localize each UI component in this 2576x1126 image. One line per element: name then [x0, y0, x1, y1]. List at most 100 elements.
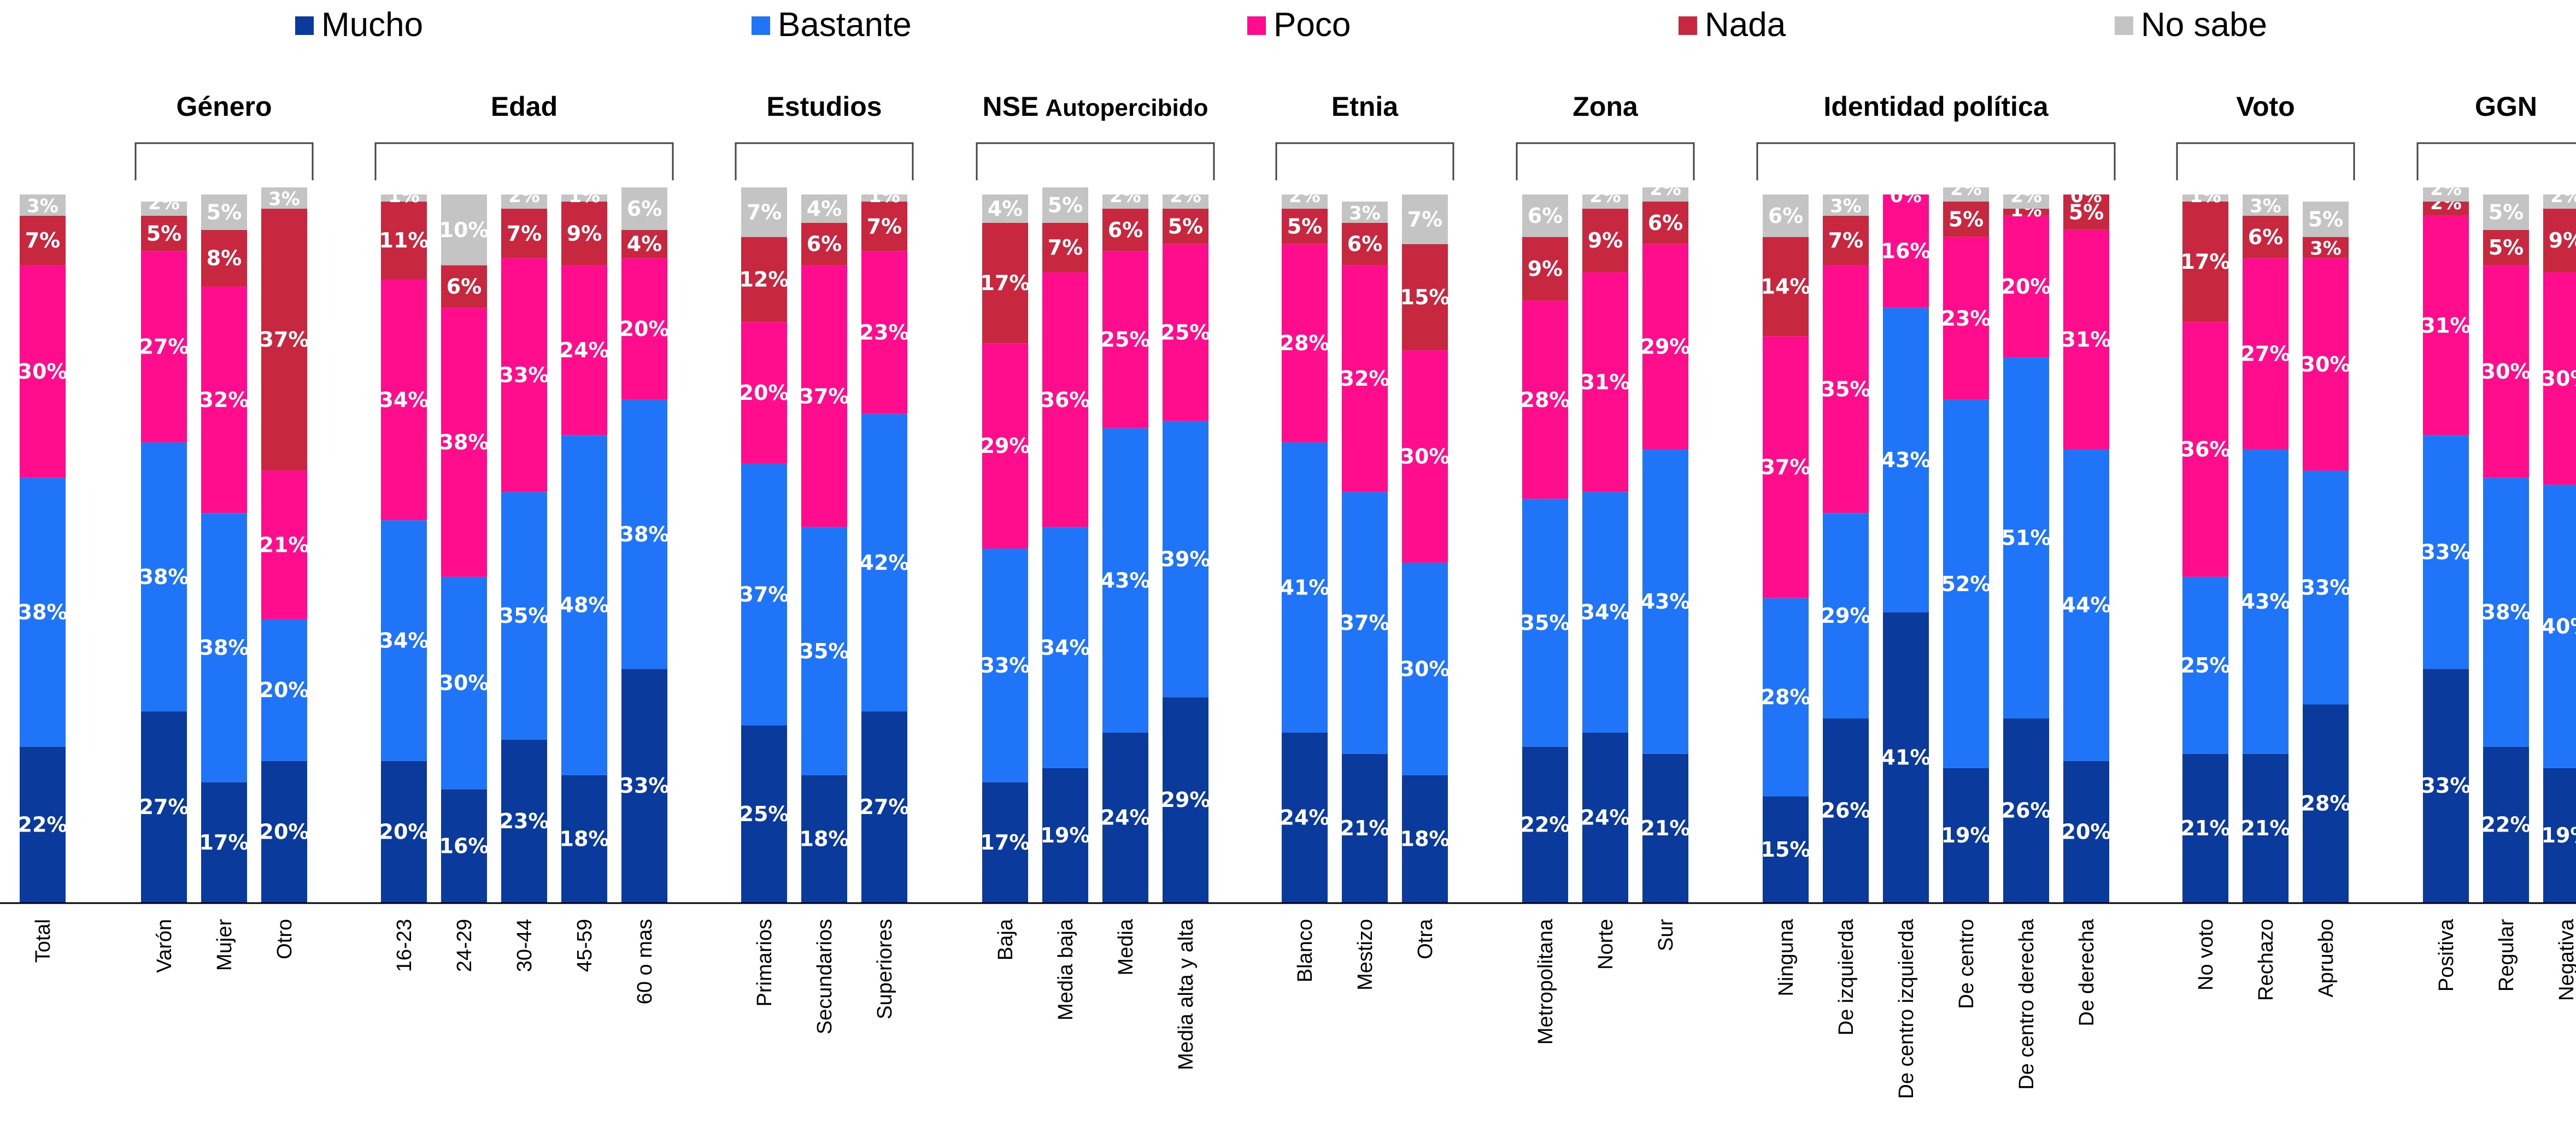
data-label-no-sabe: 1%	[388, 185, 420, 207]
segment-poco	[1943, 237, 1989, 400]
group-bracket-ggn	[2416, 142, 2576, 180]
data-label-poco: 34%	[379, 388, 429, 412]
data-label-poco: 37%	[800, 384, 849, 408]
data-label-mucho: 27%	[860, 795, 909, 819]
legend-label-no-sabe: No sabe	[2141, 6, 2267, 44]
data-label-no-sabe: 3%	[1349, 202, 1381, 224]
segment-no-sabe	[2303, 201, 2349, 237]
data-label-nada: 37%	[260, 328, 309, 352]
category-label-30-44: 30-44	[513, 919, 536, 972]
data-label-mucho: 28%	[2301, 792, 2351, 816]
data-label-mucho: 26%	[2002, 799, 2051, 823]
segment-bastante	[1763, 598, 1809, 797]
data-label-bastante: 38%	[2481, 600, 2531, 624]
group-title-main: Zona	[1572, 91, 1639, 122]
legend-label-mucho: Mucho	[321, 6, 423, 44]
data-label-poco: 29%	[1641, 335, 1691, 359]
data-label-nada: 7%	[1048, 235, 1083, 260]
segment-mucho	[982, 782, 1028, 903]
data-label-poco: 32%	[1340, 367, 1390, 391]
data-label-bastante: 43%	[1881, 448, 1931, 472]
data-label-mucho: 24%	[1101, 805, 1151, 829]
segment-bastante	[2003, 357, 2049, 719]
segment-poco	[1522, 300, 1568, 499]
segment-poco	[1642, 244, 1688, 450]
data-label-mucho: 41%	[1881, 745, 1931, 769]
data-label-bastante: 35%	[800, 639, 849, 663]
data-label-poco: 16%	[1881, 239, 1931, 263]
data-label-no-sabe: 3%	[2250, 195, 2281, 217]
data-label-mucho: 29%	[1161, 788, 1211, 812]
bar-otro: 20% 20% 21% 37% 3%	[260, 187, 309, 903]
category-label-ninguna: Ninguna	[1775, 918, 1798, 996]
legend-label-nada: Nada	[1705, 6, 1786, 44]
segment-nada	[1102, 208, 1148, 251]
data-label-nada: 5%	[146, 221, 182, 245]
segment-mucho	[1763, 796, 1809, 903]
data-label-poco: 20%	[740, 381, 789, 405]
segment-bastante	[741, 463, 787, 726]
group-title-main: Voto	[2236, 91, 2295, 122]
group-title-edad: Edad	[491, 91, 558, 122]
data-label-bastante: 34%	[1581, 600, 1630, 624]
segment-poco	[621, 258, 667, 400]
data-label-no-sabe: 6%	[1768, 204, 1804, 228]
data-label-nada: 3%	[2310, 238, 2342, 260]
data-label-no-sabe: 5%	[2489, 200, 2524, 224]
segment-bastante	[1342, 492, 1388, 754]
bar-superiores: 27% 42% 23% 7% 1%	[860, 185, 909, 903]
data-label-no-sabe: 2%	[2550, 185, 2576, 207]
data-label-bastante: 30%	[1400, 657, 1450, 681]
data-label-nada: 6%	[1648, 211, 1683, 235]
data-label-poco: 35%	[1821, 377, 1871, 401]
legend-label-poco: Poco	[1274, 6, 1351, 44]
segment-no-sabe	[1763, 194, 1809, 237]
data-label-bastante: 38%	[18, 600, 68, 624]
segment-no-sabe	[2243, 194, 2289, 216]
data-label-mucho: 19%	[1041, 823, 1090, 847]
data-label-no-sabe: 7%	[747, 200, 782, 224]
group-title-main: Género	[176, 91, 272, 122]
data-label-bastante: 43%	[2241, 589, 2291, 614]
segment-bastante	[381, 520, 427, 761]
category-label-60-o-mas: 60 o mas	[633, 919, 656, 1004]
category-label-rechazo: Rechazo	[2255, 919, 2278, 1001]
bar-positiva: 33%33%31%2%2%	[2421, 178, 2471, 903]
data-label-no-sabe: 1%	[568, 185, 600, 207]
data-label-poco: 25%	[1161, 321, 1211, 345]
segment-bastante	[20, 477, 66, 747]
data-label-mucho: 16%	[439, 834, 489, 858]
segment-bastante	[2182, 576, 2228, 754]
segment-bastante	[1582, 492, 1628, 733]
data-label-nada: 9%	[567, 221, 602, 245]
data-label-nada: 17%	[2181, 250, 2231, 274]
segment-mucho	[1282, 732, 1328, 903]
group-bracket-etnia	[1275, 142, 1454, 180]
data-label-nada: 9%	[2549, 228, 2576, 252]
data-label-poco: 38%	[439, 431, 489, 455]
segment-poco	[1342, 265, 1388, 492]
segment-no-sabe	[141, 201, 187, 216]
data-label-mucho: 33%	[620, 774, 670, 798]
data-label-bastante: 33%	[981, 653, 1030, 677]
segment-mucho	[201, 782, 247, 903]
data-label-bastante: 37%	[740, 582, 789, 606]
group-bracket-identidad-politica	[1756, 142, 2116, 180]
segment-nada	[201, 229, 247, 287]
group-title-main: GGN	[2475, 91, 2537, 122]
data-label-no-sabe: 7%	[1407, 207, 1443, 231]
data-label-poco: 36%	[2181, 438, 2231, 462]
category-label-mujer: Mujer	[213, 919, 236, 971]
segment-poco	[20, 265, 66, 478]
data-label-no-sabe: 2%	[1289, 185, 1321, 207]
segment-no-sabe	[20, 194, 66, 216]
bar-rechazo: 21% 43% 27% 6% 3%	[2241, 194, 2291, 903]
group-title-main: Edad	[491, 91, 558, 122]
segment-no-sabe	[1282, 194, 1328, 209]
legend-swatch-bastante	[752, 16, 770, 35]
category-label-blanco: Blanco	[1294, 919, 1317, 982]
data-label-poco: 23%	[1941, 306, 1991, 331]
data-label-poco: 21%	[260, 533, 309, 557]
group-bracket-zona	[1516, 142, 1695, 180]
segment-bastante	[1042, 527, 1088, 768]
